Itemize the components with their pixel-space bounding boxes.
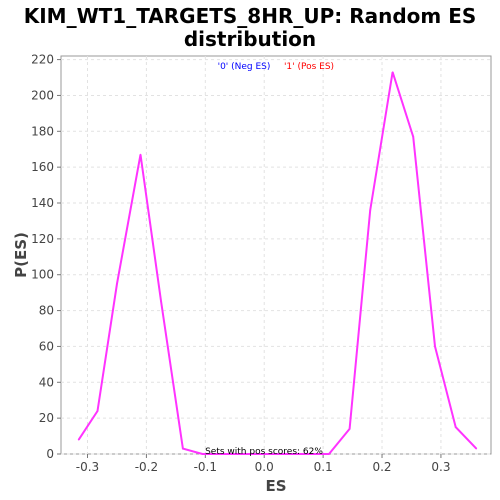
y-tick-label: 60 (39, 339, 54, 353)
x-tick-label: -0.1 (194, 460, 217, 474)
y-tick-label: 100 (31, 268, 54, 282)
legend-item-neg: '0' (Neg ES) (218, 62, 271, 72)
x-tick-label: -0.2 (135, 460, 158, 474)
axis-ticks: 0 20 40 60 80 100 120 140 160 180 200 220 -0.3 -0.2 -0… (31, 53, 450, 474)
series-layer (77, 71, 478, 455)
data-point (454, 426, 457, 428)
data-point (284, 453, 286, 455)
x-tick-label: 0.0 (255, 460, 274, 474)
chart-title-line-1: KIM_WT1_TARGETS_8HR_UP: Random ES (24, 4, 477, 28)
data-point (201, 453, 204, 455)
data-point (116, 282, 118, 285)
y-tick-label: 20 (39, 411, 54, 425)
y-tick-label: 0 (46, 447, 54, 461)
y-tick-label: 80 (39, 304, 54, 318)
data-point (475, 447, 478, 450)
data-point (96, 410, 99, 412)
y-tick-label: 180 (31, 124, 54, 138)
data-point (369, 209, 372, 211)
x-tick-label: -0.3 (76, 460, 99, 474)
y-tick-label: 40 (39, 375, 54, 389)
data-point (328, 453, 330, 455)
grid (61, 56, 491, 455)
data-point (263, 453, 266, 455)
y-tick-label: 120 (31, 232, 54, 246)
data-point (391, 71, 394, 73)
data-point (182, 447, 184, 450)
data-point (77, 438, 80, 441)
pos-scores-annotation: Sets with pos scores: 62% (205, 447, 323, 457)
plot-area (60, 55, 492, 455)
data-point (304, 453, 307, 455)
data-point (348, 428, 351, 430)
y-tick-label: 140 (31, 196, 54, 210)
data-point (412, 135, 415, 138)
x-tick-label: 0.2 (372, 460, 391, 474)
x-axis-label: ES (265, 477, 286, 495)
y-axis-label: P(ES) (12, 232, 30, 278)
x-tick-label: 0.3 (431, 460, 450, 474)
y-tick-label: 200 (31, 88, 54, 102)
data-point (160, 300, 162, 303)
legend-item-pos: '1' (Pos ES) (284, 62, 334, 72)
data-point (242, 453, 245, 455)
chart-title-line-2: distribution (184, 27, 316, 51)
data-point (222, 453, 224, 455)
y-tick-label: 220 (31, 53, 54, 67)
x-tick-label: 0.1 (314, 460, 333, 474)
data-point (434, 345, 436, 348)
series-line (77, 71, 478, 455)
data-point (139, 153, 142, 156)
y-tick-label: 160 (31, 160, 54, 174)
